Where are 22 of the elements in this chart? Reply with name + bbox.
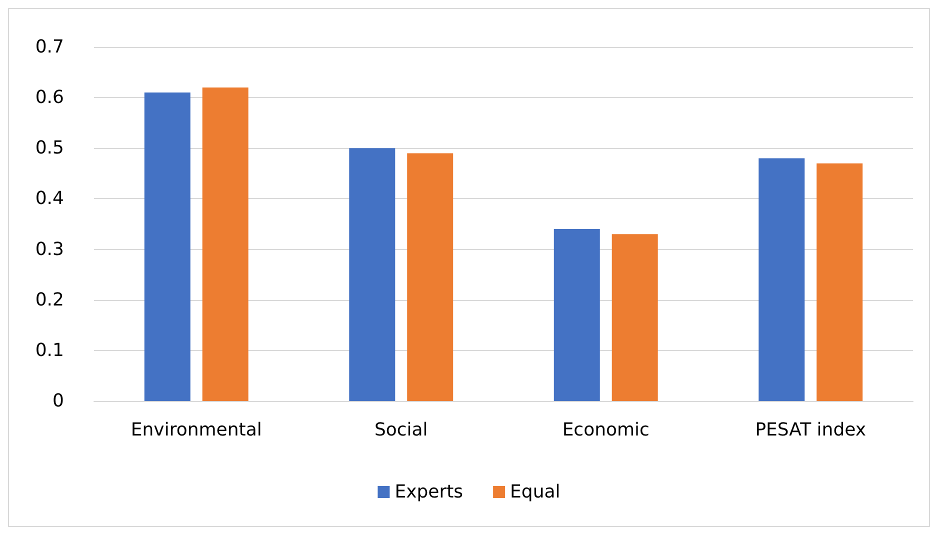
x-tick-label: Social xyxy=(374,420,428,440)
y-tick-label: 0 xyxy=(52,390,64,412)
bar xyxy=(758,158,805,401)
x-tick-label: Environmental xyxy=(130,420,262,440)
bar xyxy=(144,92,190,401)
x-tick-label: Economic xyxy=(562,420,650,440)
legend-label: Experts xyxy=(394,482,464,502)
y-tick-label: 0.3 xyxy=(35,238,64,260)
y-tick-label: 0.1 xyxy=(35,340,64,361)
legend-label: Equal xyxy=(510,482,560,502)
bar xyxy=(612,234,658,401)
bar xyxy=(202,87,248,401)
x-tick-label: PESAT index xyxy=(755,420,866,440)
y-tick-label: 0.6 xyxy=(35,87,64,108)
y-tick-label: 0.7 xyxy=(35,36,64,58)
y-tick-label: 0.4 xyxy=(35,188,64,210)
bar xyxy=(554,229,600,401)
y-tick-label: 0.5 xyxy=(35,138,64,159)
bar xyxy=(407,153,454,401)
bar xyxy=(349,148,396,401)
y-tick-label: 0.2 xyxy=(35,289,64,310)
bar xyxy=(816,163,863,401)
